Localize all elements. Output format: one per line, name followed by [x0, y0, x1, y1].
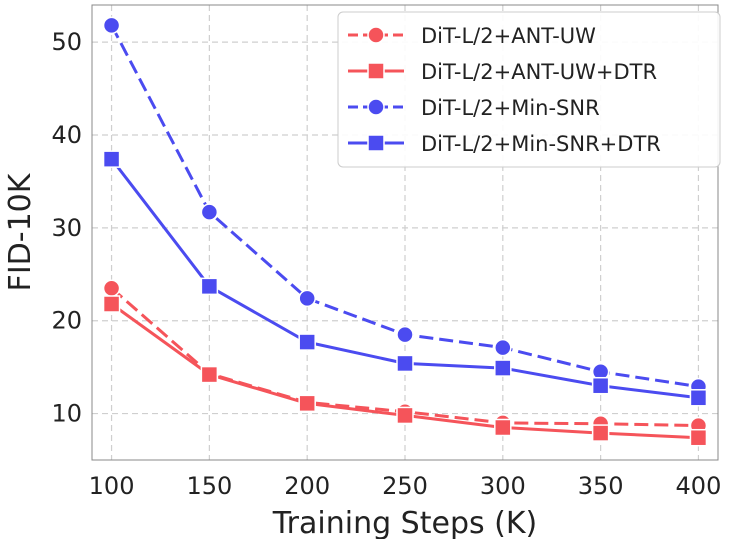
data-point — [200, 365, 219, 384]
data-point — [298, 394, 316, 413]
y-tick-label: 30 — [51, 214, 82, 242]
x-tick-label: 150 — [186, 472, 232, 500]
legend-label: DiT-L/2+ANT-UW — [421, 24, 596, 48]
legend-label: DiT-L/2+Min-SNR — [421, 96, 600, 120]
x-tick-label: 300 — [480, 472, 526, 500]
data-point — [689, 428, 708, 447]
legend: DiT-L/2+ANT-UW DiT-L/2+ANT-UW+DTR DiT-L/2+… — [337, 11, 721, 168]
data-point — [396, 325, 414, 344]
series-3 — [102, 150, 708, 407]
legend-label: DiT-L/2+Min-SNR+DTR — [421, 132, 661, 156]
series-1 — [102, 295, 708, 447]
plot-frame — [91, 4, 719, 461]
data-point — [298, 333, 316, 351]
y-tick-label: 50 — [51, 28, 82, 56]
data-point — [494, 359, 512, 377]
data-point — [494, 338, 512, 357]
axes: 100 150 200 250 300 350 400 10 20 30 40 50 — [51, 4, 722, 500]
y-tick-label: 20 — [51, 307, 82, 335]
data-point — [102, 295, 121, 313]
data-point — [396, 354, 414, 373]
legend-marker — [367, 134, 385, 152]
legend-entry-1: DiT-L/2+ANT-UW+DTR — [348, 60, 657, 84]
data-point — [591, 376, 610, 395]
data-point — [591, 424, 610, 442]
data-point — [102, 150, 121, 168]
data-point — [689, 389, 708, 407]
data-point — [200, 277, 219, 296]
x-axis-label: Training Steps (K) — [272, 506, 537, 539]
legend-entry-3: DiT-L/2+Min-SNR+DTR — [348, 132, 661, 156]
x-tick-label: 100 — [89, 472, 135, 500]
legend-marker — [367, 26, 385, 44]
x-tick-label: 250 — [382, 472, 428, 500]
legend-marker — [367, 98, 385, 116]
data-point — [102, 16, 121, 35]
data-point — [396, 406, 414, 425]
data-point — [298, 289, 316, 308]
y-tick-label: 40 — [51, 121, 82, 149]
y-tick-label: 10 — [51, 400, 82, 428]
data-point — [102, 279, 121, 297]
data-point — [200, 203, 219, 221]
data-point — [494, 418, 512, 437]
legend-entry-2: DiT-L/2+Min-SNR — [348, 96, 600, 120]
y-axis-label: FID-10K — [3, 172, 38, 291]
legend-marker — [367, 62, 385, 80]
series-group — [102, 16, 708, 447]
legend-label: DiT-L/2+ANT-UW+DTR — [421, 60, 657, 84]
x-tick-label: 200 — [284, 472, 330, 500]
legend-entry-0: DiT-L/2+ANT-UW — [348, 24, 596, 48]
x-tick-label: 350 — [578, 472, 624, 500]
x-tick-label: 400 — [676, 472, 722, 500]
legend-box — [337, 11, 721, 168]
